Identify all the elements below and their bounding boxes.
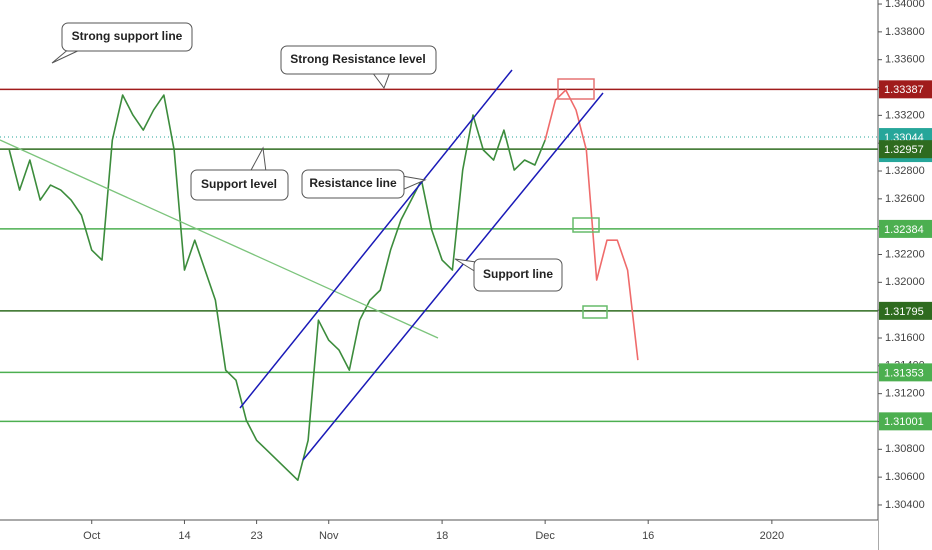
y-tick-label: 1.33800: [885, 26, 925, 38]
price-label: 1.31001: [884, 416, 924, 428]
channel-line: [302, 92, 604, 461]
axes: 1.304001.306001.308001.310001.312001.314…: [83, 0, 932, 542]
callout-text: Resistance line: [309, 176, 397, 190]
highlight-box: [572, 217, 600, 233]
price-label-bg: [879, 140, 932, 159]
price-label-bg: [879, 219, 932, 238]
price-label: 1.32957: [884, 144, 924, 156]
callout: Support level: [190, 146, 289, 201]
y-tick-label: 1.31200: [885, 388, 925, 400]
channel-line: [239, 69, 513, 409]
y-tick-label: 1.31600: [885, 332, 925, 344]
y-tick-label: 1.34000: [885, 0, 925, 10]
x-tick-label: 16: [642, 530, 654, 542]
x-tick-label: 23: [250, 530, 262, 542]
price-label-bg: [879, 80, 932, 99]
price-label: 1.31795: [884, 306, 924, 318]
price-line: [8, 94, 546, 482]
price-label: 1.31353: [884, 367, 924, 379]
callout-box: [61, 22, 193, 52]
price-line: [544, 89, 639, 361]
callout: Support line: [454, 258, 563, 292]
price-label: 1.33387: [884, 84, 924, 96]
y-tick-label: 1.32600: [885, 193, 925, 205]
callout-text: Support level: [201, 177, 277, 191]
highlight-box: [582, 305, 608, 319]
plot-area: [0, 88, 878, 482]
price-label-bg: [879, 412, 932, 431]
y-tick-label: 1.33600: [885, 54, 925, 66]
price-label: 1.32384: [884, 224, 924, 236]
x-tick-label: Oct: [83, 530, 100, 542]
y-tick-label: 1.30800: [885, 443, 925, 455]
callout-text: Support line: [483, 267, 553, 281]
callout-box: [301, 169, 405, 199]
callout: Resistance line: [301, 169, 427, 199]
y-tick-label: 1.32800: [885, 165, 925, 177]
x-tick-label: Dec: [535, 530, 555, 542]
highlight-box: [557, 78, 595, 100]
x-tick-label: 2020: [760, 530, 784, 542]
price-label-bg: [879, 301, 932, 320]
callout-box: [280, 45, 437, 75]
callout: Strong Resistance level: [280, 45, 437, 90]
y-tick-label: 1.30600: [885, 471, 925, 483]
y-tick-label: 1.32000: [885, 276, 925, 288]
callout: Strong support line: [51, 22, 193, 64]
trend-line: [0, 139, 439, 339]
y-tick-label: 1.33200: [885, 109, 925, 121]
callout-text: Strong Resistance level: [290, 52, 425, 66]
time-axis: [0, 520, 878, 550]
x-tick-label: 18: [436, 530, 448, 542]
callout-box: [190, 169, 289, 201]
y-tick-label: 1.32200: [885, 248, 925, 260]
y-tick-label: 1.30400: [885, 499, 925, 511]
callout-text: Strong support line: [72, 29, 183, 43]
x-tick-label: Nov: [319, 530, 339, 542]
x-tick-label: 14: [178, 530, 190, 542]
callout-box: [473, 258, 563, 292]
price-label-bg: [879, 363, 932, 382]
